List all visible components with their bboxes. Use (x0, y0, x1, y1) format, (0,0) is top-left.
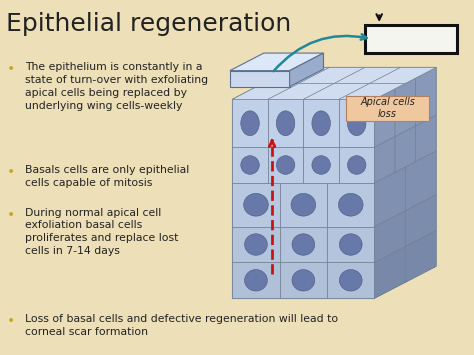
Polygon shape (232, 99, 374, 298)
Ellipse shape (339, 234, 362, 255)
Text: •: • (7, 314, 15, 328)
Polygon shape (374, 167, 405, 226)
Polygon shape (334, 67, 401, 83)
Polygon shape (299, 67, 365, 83)
Polygon shape (339, 99, 374, 147)
Polygon shape (374, 136, 395, 183)
Polygon shape (327, 262, 374, 298)
Polygon shape (339, 83, 405, 99)
Ellipse shape (338, 193, 363, 216)
Polygon shape (280, 226, 327, 262)
FancyBboxPatch shape (365, 25, 457, 53)
Text: Apical cells
loss: Apical cells loss (360, 98, 415, 119)
Text: Loss of basal cells and defective regeneration will lead to
corneal scar formati: Loss of basal cells and defective regene… (25, 314, 338, 337)
Text: •: • (7, 208, 15, 222)
Ellipse shape (347, 111, 366, 136)
Text: The epithelium is constantly in a
state of turn-over with exfoliating
apical cel: The epithelium is constantly in a state … (25, 62, 208, 110)
Polygon shape (303, 83, 370, 99)
Ellipse shape (292, 269, 315, 291)
Ellipse shape (312, 156, 330, 174)
Ellipse shape (244, 193, 268, 216)
Polygon shape (232, 183, 280, 226)
Ellipse shape (245, 269, 267, 291)
Polygon shape (232, 147, 268, 183)
Polygon shape (395, 126, 416, 172)
Polygon shape (374, 89, 395, 147)
Ellipse shape (276, 156, 295, 174)
Polygon shape (232, 262, 280, 298)
Text: •: • (7, 165, 15, 179)
Polygon shape (290, 53, 323, 87)
Polygon shape (232, 83, 299, 99)
Polygon shape (374, 211, 405, 262)
Ellipse shape (347, 156, 366, 174)
Polygon shape (327, 183, 374, 226)
Polygon shape (303, 147, 339, 183)
Polygon shape (268, 147, 303, 183)
Polygon shape (416, 115, 436, 162)
Polygon shape (230, 53, 323, 71)
Polygon shape (232, 99, 268, 147)
Polygon shape (280, 183, 327, 226)
Ellipse shape (241, 156, 259, 174)
Polygon shape (405, 230, 436, 282)
Polygon shape (230, 71, 290, 87)
Text: Epithelial regeneration: Epithelial regeneration (6, 12, 291, 37)
Polygon shape (416, 67, 436, 126)
Ellipse shape (241, 111, 259, 136)
Polygon shape (395, 78, 416, 136)
Polygon shape (268, 83, 334, 99)
Polygon shape (303, 99, 339, 147)
Polygon shape (232, 226, 280, 262)
Ellipse shape (291, 193, 316, 216)
Ellipse shape (312, 111, 330, 136)
Polygon shape (232, 67, 436, 99)
Polygon shape (370, 67, 436, 83)
Ellipse shape (292, 234, 315, 255)
Polygon shape (374, 67, 436, 298)
Polygon shape (339, 147, 374, 183)
Polygon shape (405, 151, 436, 211)
Ellipse shape (339, 269, 362, 291)
Text: During normal apical cell
exfoliation basal cells
proliferates and replace lost
: During normal apical cell exfoliation ba… (25, 208, 179, 256)
FancyBboxPatch shape (346, 96, 429, 121)
Polygon shape (327, 226, 374, 262)
Polygon shape (268, 99, 303, 147)
Ellipse shape (245, 234, 267, 255)
Text: Basals cells are only epithelial
cells capable of mitosis: Basals cells are only epithelial cells c… (25, 165, 190, 188)
Polygon shape (374, 246, 405, 298)
Polygon shape (280, 262, 327, 298)
Ellipse shape (276, 111, 295, 136)
Text: •: • (7, 62, 15, 76)
Polygon shape (405, 195, 436, 246)
Polygon shape (263, 67, 329, 83)
